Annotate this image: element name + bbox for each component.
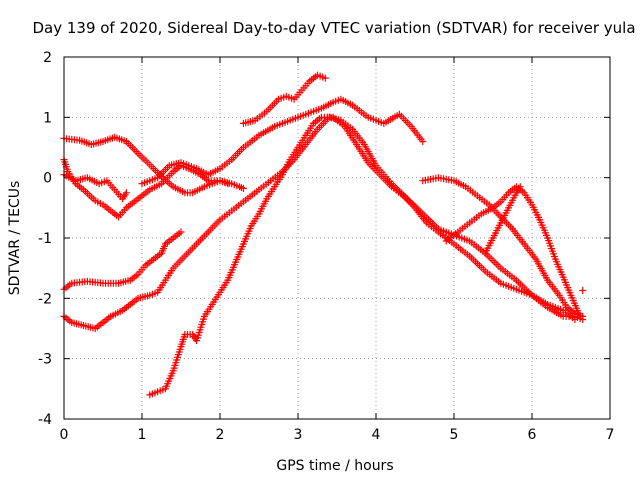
- series-trace-5: [60, 228, 185, 293]
- x-tick-label: 6: [528, 427, 537, 443]
- y-tick-label: -1: [38, 231, 52, 247]
- y-tick-label: -2: [38, 291, 52, 307]
- data-point: [516, 183, 524, 191]
- y-tick-label: 1: [43, 110, 52, 126]
- x-tick-label: 7: [606, 427, 615, 443]
- grid-lines: [64, 57, 610, 419]
- data-point: [419, 138, 427, 145]
- series-trace-3: [60, 171, 130, 203]
- x-axis-label: GPS time / hours: [276, 458, 393, 474]
- y-tick-label: -4: [38, 412, 52, 428]
- data-point: [579, 287, 587, 294]
- x-tick-label: 1: [138, 427, 147, 443]
- data-point: [122, 189, 130, 197]
- series-trace-2: [60, 156, 232, 221]
- y-tick-label: 2: [43, 50, 52, 66]
- x-tick-label: 0: [60, 427, 69, 443]
- data-point: [239, 185, 247, 192]
- chart-title: Day 139 of 2020, Sidereal Day-to-day VTE…: [32, 19, 635, 37]
- series-trace-11: [481, 183, 524, 257]
- x-tick-label: 4: [372, 427, 381, 443]
- data-point: [575, 309, 583, 317]
- y-axis-label: SDTVAR / TECUs: [7, 181, 23, 296]
- x-tick-label: 3: [294, 427, 303, 443]
- y-tick-label: 0: [43, 171, 52, 187]
- series-trace-8: [239, 71, 329, 127]
- plot-frame: [63, 56, 611, 420]
- series-trace-12: [579, 287, 587, 294]
- x-tick-label: 5: [450, 427, 459, 443]
- data-point: [177, 228, 185, 236]
- series-trace-10: [442, 183, 583, 317]
- data-point: [571, 316, 579, 323]
- data-point: [321, 74, 329, 82]
- data-point: [224, 180, 232, 188]
- series-trace-4: [138, 95, 427, 188]
- data-points: [60, 71, 587, 399]
- y-tick-label: -3: [38, 352, 52, 368]
- series-trace-7: [146, 113, 579, 399]
- x-tick-label: 2: [216, 427, 225, 443]
- data-point: [579, 312, 587, 320]
